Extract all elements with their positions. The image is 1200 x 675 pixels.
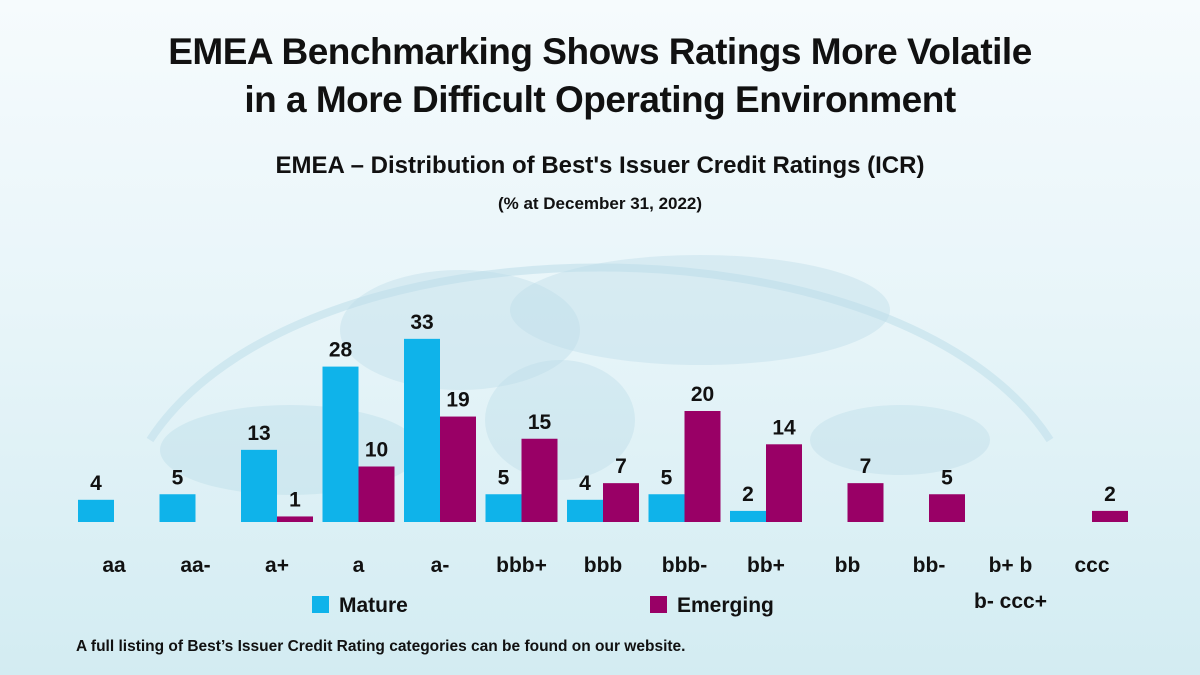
value-label-emerging-ccc: 2 (1104, 483, 1116, 506)
value-label-emerging-bb-: 5 (941, 466, 953, 489)
x-tick-label: a (353, 554, 365, 577)
bar-mature-bbb- (485, 494, 522, 522)
value-label-emerging-bbb-: 20 (691, 383, 714, 406)
legend-label-emerging: Emerging (677, 594, 774, 617)
value-label-emerging-bbb-: 15 (528, 411, 552, 434)
value-labels-group: 4 5 13 1 28 10 33 19 5 15 4 7 5 20 2 14 7 5 2 (90, 311, 1116, 512)
value-label-mature-aa: 4 (90, 472, 102, 495)
value-label-mature-bbb: 4 (579, 472, 591, 495)
x-tick-label: bbb (584, 554, 622, 577)
bar-mature-a- (404, 338, 440, 522)
value-label-emerging-a-: 19 (446, 389, 469, 412)
legend: Mature Emerging (312, 594, 774, 617)
bar-mature-a- (241, 449, 277, 522)
x-tick-label: bb (835, 554, 861, 577)
value-label-mature-a: 28 (329, 339, 353, 362)
x-tick-label: bbb+ (496, 554, 547, 577)
bar-emerging-bb- (929, 494, 965, 522)
bar-mature-bb- (730, 510, 766, 522)
bar-emerging-bbb (603, 483, 639, 522)
value-label-mature-bb-: 2 (742, 483, 754, 506)
bar-emerging-a- (277, 516, 313, 522)
footnote: A full listing of Best’s Issuer Credit R… (76, 638, 686, 655)
bar-emerging-bb- (766, 444, 802, 522)
x-tick-label: b+ b (989, 554, 1033, 577)
bar-emerging-bbb- (684, 411, 721, 522)
x-tick-label: a+ (265, 554, 289, 577)
x-tick-label: ccc (1074, 554, 1109, 577)
bar-emerging-bb (847, 483, 884, 522)
x-tick-label: b- ccc+ (974, 590, 1047, 613)
bar-emerging-bbb- (521, 438, 558, 522)
x-tick-label: bb- (913, 554, 946, 577)
x-tick-label: bb+ (747, 554, 785, 577)
value-label-mature-aa-: 5 (172, 466, 184, 489)
legend-swatch-mature (312, 596, 329, 613)
chart-subtitle: EMEA – Distribution of Best's Issuer Cre… (275, 152, 925, 179)
value-label-emerging-a-: 1 (289, 488, 301, 511)
value-label-emerging-a: 10 (365, 439, 388, 462)
legend-swatch-emerging (650, 596, 667, 613)
value-label-emerging-bb: 7 (860, 455, 872, 478)
bar-mature-aa (78, 499, 114, 522)
x-tick-label: bbb- (662, 554, 707, 577)
x-tick-label: aa- (180, 554, 210, 577)
value-label-mature-bbb-: 5 (498, 466, 510, 489)
bar-mature-a (322, 366, 359, 522)
bar-mature-bbb- (648, 494, 685, 522)
bar-emerging-a- (440, 416, 476, 522)
bar-emerging-ccc (1092, 510, 1128, 522)
value-label-emerging-bb-: 14 (772, 416, 796, 439)
title-line-1: EMEA Benchmarking Shows Ratings More Vol… (168, 31, 1032, 72)
value-label-mature-bbb-: 5 (661, 466, 673, 489)
title-line-2: in a More Difficult Operating Environmen… (244, 79, 956, 120)
legend-label-mature: Mature (339, 594, 408, 617)
value-label-emerging-bbb: 7 (615, 455, 627, 478)
category-labels-group: aa aa-a+ a a-bbb+ bbb bbb-bb+ bb bb-b+ bb- ccc+… (102, 554, 1110, 613)
bar-mature-bbb (567, 499, 603, 522)
x-tick-label: aa (102, 554, 126, 577)
value-label-mature-a-: 13 (247, 422, 270, 445)
chart-date-note: (% at December 31, 2022) (497, 194, 703, 213)
x-tick-label: a- (431, 554, 450, 577)
bar-mature-aa- (159, 494, 196, 522)
value-label-mature-a-: 33 (410, 311, 433, 334)
bar-emerging-a (358, 466, 395, 522)
globe-background (146, 255, 1054, 495)
chart-title: EMEA Benchmarking Shows Ratings More Vol… (0, 28, 1200, 124)
bars-group (78, 338, 1128, 522)
